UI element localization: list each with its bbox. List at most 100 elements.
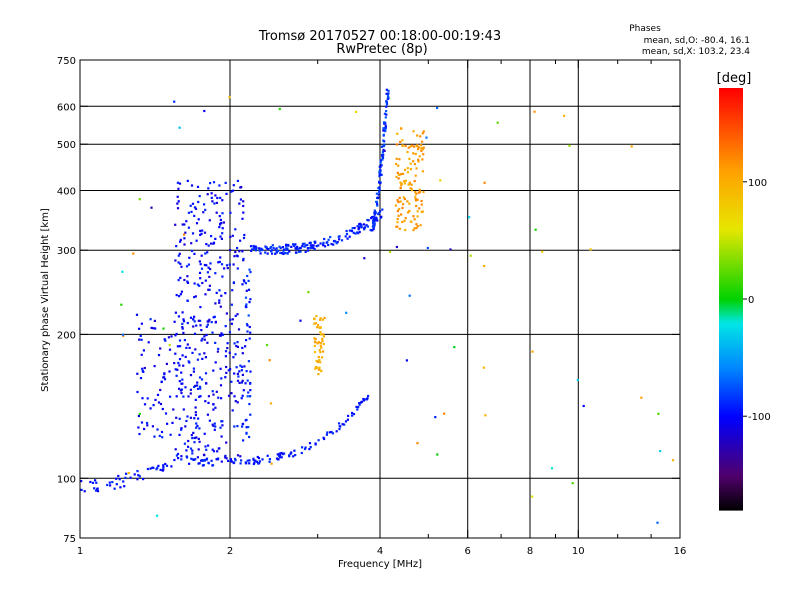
data-point [203,352,206,355]
data-point [207,462,210,465]
data-point [418,188,421,191]
colorbar-segment [719,423,743,427]
data-point [355,405,358,408]
data-point [248,459,251,462]
data-point [174,259,177,262]
data-point [214,425,217,428]
data-point [212,408,215,411]
data-point [132,252,135,255]
colorbar-segment [719,109,743,113]
data-point [195,436,198,439]
data-point [280,451,283,455]
data-point [231,409,234,412]
data-point [166,422,169,425]
data-point [156,393,160,396]
data-point [316,360,319,363]
data-point [534,228,537,231]
data-point [400,127,403,130]
data-point [228,351,231,354]
data-point [207,444,210,447]
data-point [248,268,251,271]
data-point [313,248,316,251]
data-point [379,216,382,220]
data-point [186,179,189,182]
data-point [238,381,241,384]
data-point [212,424,215,427]
data-point [404,217,407,220]
data-point [402,196,405,199]
data-point [180,458,183,461]
data-point [200,232,203,235]
data-point [306,247,309,250]
data-point [178,339,182,342]
data-point [315,359,318,363]
colorbar-segment [719,238,743,241]
data-point [223,267,226,270]
chart-title: Tromsø 20170527 00:18:00-00:19:43 [258,29,501,44]
data-point [241,217,244,220]
data-point [576,379,579,382]
colorbar-segment [719,291,743,295]
data-point [203,335,206,338]
data-point [199,306,202,309]
data-point [352,231,355,234]
colorbar-segment [719,345,743,349]
data-point [402,172,405,175]
data-point [215,201,218,204]
colorbar-segment [719,484,743,488]
data-point [212,242,215,245]
colorbar-segment [719,430,743,434]
colorbar-segment [719,320,743,324]
data-point [371,229,374,232]
data-point [232,356,235,359]
data-point [384,128,387,131]
y-tick-label: 200 [57,330,76,341]
data-point [152,327,155,330]
colorbar-segment [719,209,743,213]
data-point [169,395,172,398]
data-point [299,250,302,253]
colorbar-segment [719,148,743,152]
colorbar-segment [719,416,743,420]
data-point [418,191,422,194]
data-point [313,337,316,340]
colorbar-segment [719,449,743,452]
data-point [193,252,196,255]
colorbar-segment [719,446,743,450]
data-point [236,401,239,404]
data-point [214,237,217,240]
data-point [185,220,188,223]
colorbar-segment [719,343,743,347]
data-point [125,472,128,475]
data-point [386,97,389,101]
data-point [303,447,307,451]
colorbar-segment [719,99,743,103]
data-point [159,402,163,406]
data-points [80,88,675,524]
data-point [248,403,251,406]
data-point [422,130,425,133]
data-point [329,431,332,434]
data-point [319,333,322,336]
data-point [83,490,86,493]
data-point [434,416,437,419]
colorbar-segment [719,488,743,492]
data-point [255,460,259,463]
data-point [186,281,190,284]
data-point [377,186,380,190]
data-point [256,455,259,459]
data-point [384,116,387,119]
data-point [415,204,418,208]
data-point [325,433,328,436]
data-point [251,248,254,251]
data-point [382,133,385,136]
data-point [414,199,418,202]
data-point [227,459,230,462]
data-point [157,354,161,357]
colorbar-segment [719,252,743,256]
data-point [214,406,217,409]
data-point [274,252,277,255]
colorbar-segment [719,289,743,293]
data-point [282,249,285,252]
data-point [216,450,219,453]
